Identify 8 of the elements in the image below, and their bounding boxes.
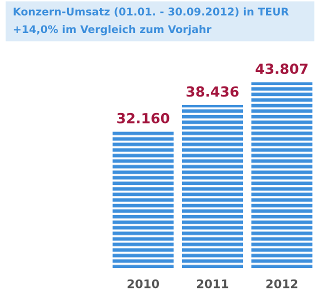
data-label: 38.436 bbox=[186, 86, 239, 97]
data-label: 32.160 bbox=[117, 112, 170, 124]
chart-title: Konzern-Umsatz (01.01. - 30.09.2012) in TEUR bbox=[14, 7, 289, 17]
data-label: 43.807 bbox=[256, 64, 308, 74]
x-tick-label: 2011 bbox=[197, 279, 228, 288]
x-tick-label: 2010 bbox=[128, 279, 160, 288]
x-tick-label: 2012 bbox=[266, 279, 298, 288]
chart-subtitle: +14,0% im Vergleich zum Vorjahr bbox=[14, 25, 212, 36]
